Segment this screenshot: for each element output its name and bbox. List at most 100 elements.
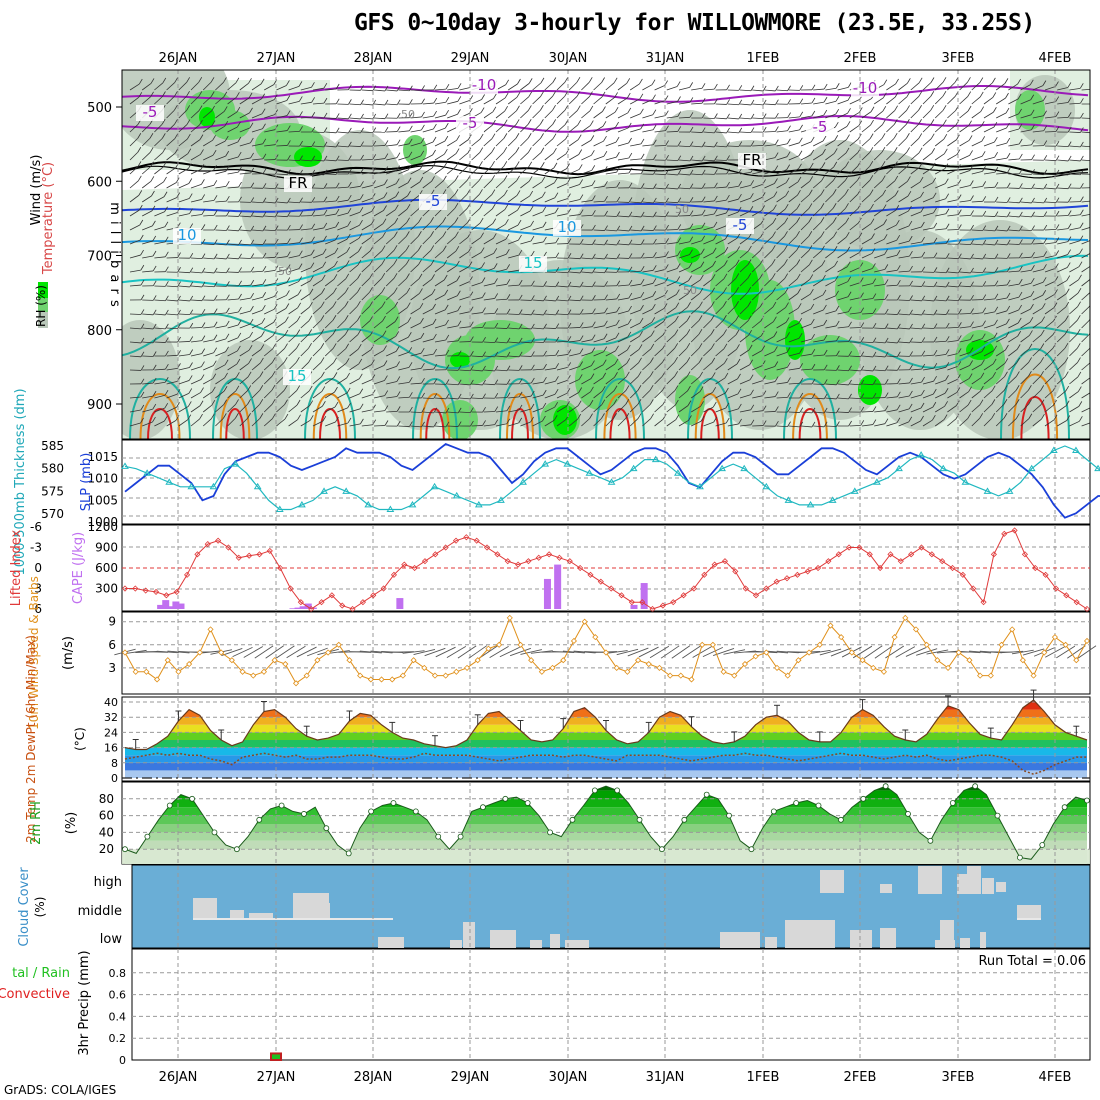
wind-barb	[508, 284, 520, 287]
wind-barb-flag	[515, 147, 520, 153]
wind-barb	[1057, 267, 1068, 273]
wind-barb-flag	[784, 287, 789, 294]
wind-barb-flag	[982, 196, 987, 202]
wind-barb-flag	[665, 140, 669, 146]
bottom-date-label: 29JAN	[451, 1070, 490, 1085]
wind-barb	[129, 422, 141, 427]
wind-barb-flag	[809, 259, 813, 266]
wind-barb	[581, 257, 593, 260]
wind-barb	[935, 299, 947, 302]
wind-barb-flag	[726, 84, 730, 91]
wind-barb-flag	[566, 401, 570, 407]
wind-barb	[1057, 87, 1068, 91]
wind-barb	[459, 152, 469, 161]
wind10m-barb	[370, 650, 393, 654]
wind-barb	[935, 228, 947, 231]
dewpoint2m-line	[124, 752, 1087, 775]
wind-barb	[739, 379, 751, 385]
wind-barb-flag	[174, 91, 178, 97]
wind-barb	[849, 166, 858, 175]
wind10m-unit: (m/s)	[61, 636, 76, 670]
wind-barb	[1044, 229, 1057, 231]
wind-barb-flag	[762, 420, 767, 426]
wind-barb-flag	[334, 247, 339, 254]
wind-barb-flag	[1065, 315, 1069, 321]
wind-barb-flag	[1031, 225, 1035, 231]
wind-barb-flag	[261, 331, 265, 337]
wind-barb	[690, 320, 700, 329]
wind-barb	[971, 229, 983, 231]
wind-barb	[1032, 255, 1044, 259]
wind-barb-flag	[152, 390, 157, 397]
rh2m-marker	[994, 812, 1001, 819]
wind-barb	[532, 407, 544, 413]
wind-barb	[227, 417, 236, 427]
wind10m-speed-marker	[367, 676, 374, 683]
wind-barb-flag	[653, 197, 657, 204]
wind-barb	[935, 183, 946, 189]
wind-barb	[1020, 321, 1031, 329]
wind-barb	[861, 253, 873, 259]
wind-barb	[239, 323, 251, 329]
wind10m-barb	[457, 645, 477, 659]
cape-bar	[630, 604, 638, 609]
wind-barb-flag	[384, 390, 389, 396]
wind-barb	[434, 309, 446, 315]
lifted-index-marker	[577, 564, 584, 572]
wind-barb	[337, 145, 349, 148]
wind-barb	[861, 298, 873, 301]
wind10m-speed-marker	[784, 672, 791, 679]
wind-barb	[434, 167, 445, 175]
wind-barb-flag	[909, 295, 913, 301]
wind-barb-flag	[226, 294, 230, 300]
wind-barb	[1081, 200, 1090, 203]
wind10m-barb	[413, 649, 436, 655]
wind-barb	[202, 110, 212, 119]
wind-barb-flag	[235, 372, 240, 378]
wind-barb-flag	[822, 148, 826, 155]
wind-barb	[263, 362, 273, 371]
wind-barb-flag	[651, 304, 656, 310]
wind-barb	[752, 184, 763, 189]
wind-barb	[703, 159, 715, 162]
wind-barb-flag	[1028, 343, 1033, 350]
lifted-index-marker	[163, 592, 170, 599]
wind-barb	[288, 334, 298, 343]
wind-barb	[422, 279, 432, 287]
rh2m-marker	[1016, 854, 1023, 861]
wind-barb-flag	[797, 176, 802, 183]
wind-barb-flag	[1019, 252, 1023, 259]
wind-barb-flag	[421, 85, 425, 91]
lifted-index-marker	[328, 592, 335, 599]
wind-barb-flag	[1043, 140, 1048, 146]
wind-barb	[154, 166, 164, 175]
wind-barb	[630, 201, 642, 204]
wind-barb	[947, 366, 958, 371]
wind-barb-flag	[945, 336, 950, 342]
wind10m-barb	[808, 649, 831, 655]
wind-barb-flag	[174, 119, 178, 125]
wind-barb-flag	[784, 245, 788, 251]
wind-barb-flag	[358, 373, 363, 379]
wind10m-barb	[359, 650, 382, 654]
wind-barb-flag	[1006, 182, 1011, 189]
temperature-contour-5	[122, 198, 1089, 216]
wind-barb-flag	[1030, 278, 1035, 284]
wind-barb	[300, 420, 311, 427]
wind-barb-flag	[1043, 251, 1048, 257]
wind-barb-flag	[357, 301, 361, 307]
wind-barb-flag	[930, 133, 935, 139]
wind-barb	[630, 215, 642, 218]
wind-barb-flag	[506, 418, 511, 424]
wind-barb-flag	[748, 245, 752, 252]
wind-barb-flag	[262, 197, 267, 203]
wind-barb-flag	[787, 99, 791, 105]
wind-barb	[495, 180, 505, 189]
wind-barb-flag	[884, 294, 889, 300]
wind-barb	[190, 110, 200, 119]
wind-barb-flag	[433, 421, 438, 428]
wind-barb-flag	[735, 315, 740, 321]
wind-barb-flag	[1080, 112, 1084, 119]
wind-barb-flag	[235, 77, 240, 84]
wind-barb	[751, 236, 761, 245]
